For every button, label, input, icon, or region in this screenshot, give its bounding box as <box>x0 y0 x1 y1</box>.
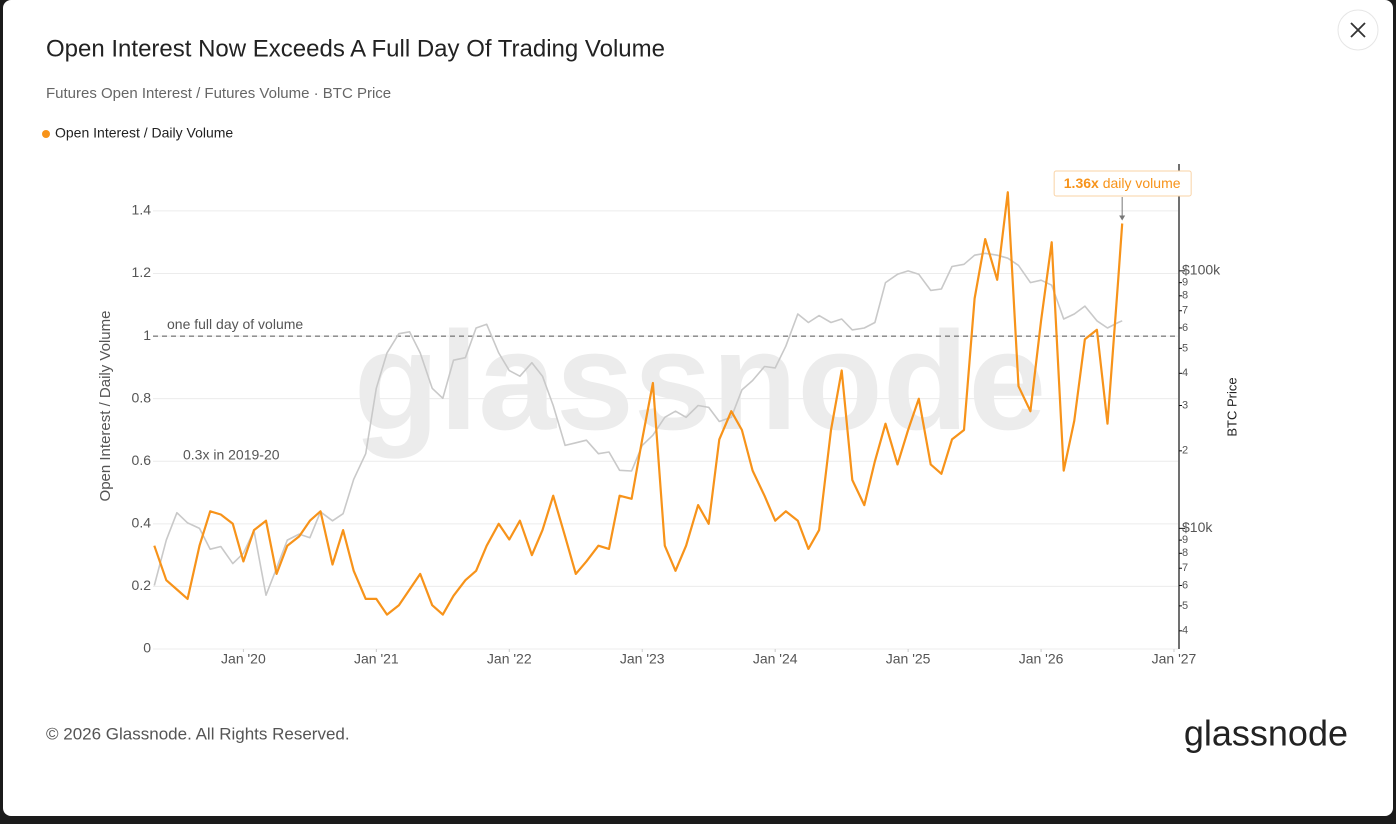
y2-tick-label: $10k <box>1182 519 1213 535</box>
y2-tick-label: 2 <box>1182 445 1188 457</box>
x-tick-label: Jan '23 <box>620 651 665 667</box>
y2-tick-label: 7 <box>1182 562 1188 574</box>
callout-box <box>1053 170 1192 197</box>
y2-tick-label: 8 <box>1182 290 1188 302</box>
x-tick-label: Jan '27 <box>1152 651 1197 667</box>
note: 0.3x in 2019-20 <box>183 447 280 463</box>
y-tick-label: 1.4 <box>132 202 152 218</box>
y2-tick-label: 6 <box>1182 579 1188 591</box>
x-tick-label: Jan '25 <box>886 651 931 667</box>
x-tick-label: Jan '26 <box>1019 651 1064 667</box>
y-tick-label: 0 <box>143 640 151 656</box>
callout-arrowhead <box>1119 215 1126 221</box>
y2-tick-label: 5 <box>1182 600 1188 612</box>
legend-marker <box>42 130 50 138</box>
close-button[interactable] <box>1337 9 1379 51</box>
chart-subtitle: Futures Open Interest / Futures Volume ·… <box>46 85 391 102</box>
x-tick-label: Jan '22 <box>487 651 532 667</box>
y2-tick-label: 4 <box>1182 367 1188 379</box>
x-tick-label: Jan '20 <box>221 651 266 667</box>
y2-axis-label: BTC Price <box>1224 377 1239 436</box>
y2-tick-label: 9 <box>1182 534 1188 546</box>
callout-text: 1.36x daily volume <box>1064 175 1181 191</box>
logo: glassnode <box>1184 713 1348 754</box>
x-tick-label: Jan '24 <box>753 651 798 667</box>
footer: © 2026 Glassnode. All Rights Reserved. <box>46 724 350 743</box>
y2-tick-label: 5 <box>1182 342 1188 354</box>
y-tick-label: 0.8 <box>132 389 152 405</box>
oi-line <box>153 191 1124 616</box>
close-icon[interactable] <box>1350 22 1366 38</box>
y2-tick-label: 8 <box>1182 547 1188 559</box>
y2-tick-label: $100k <box>1182 262 1221 278</box>
modal <box>3 0 1393 816</box>
reference-label: one full day of volume <box>167 316 303 332</box>
chart-title: Open Interest Now Exceeds A Full Day Of … <box>46 35 665 62</box>
x-tick-label: Jan '21 <box>354 651 399 667</box>
y2-tick-label: 9 <box>1182 277 1188 289</box>
y-tick-label: 1 <box>143 327 151 343</box>
watermark: glassnode <box>354 302 1046 459</box>
y-tick-label: 0.2 <box>132 577 152 593</box>
y-axis-label: Open Interest / Daily Volume <box>97 311 114 502</box>
y2-tick-label: 6 <box>1182 322 1188 334</box>
y2-tick-label: 3 <box>1182 399 1188 411</box>
y-tick-label: 0.6 <box>132 452 152 468</box>
y-tick-label: 0.4 <box>132 515 152 531</box>
y-tick-label: 1.2 <box>132 264 152 280</box>
y2-tick-label: 4 <box>1182 625 1188 637</box>
legend-label: Open Interest / Daily Volume <box>55 125 233 141</box>
callout-value: 1.36x <box>1064 175 1099 191</box>
y2-tick-label: 7 <box>1182 305 1188 317</box>
callout-caption: daily volume <box>1103 175 1181 191</box>
